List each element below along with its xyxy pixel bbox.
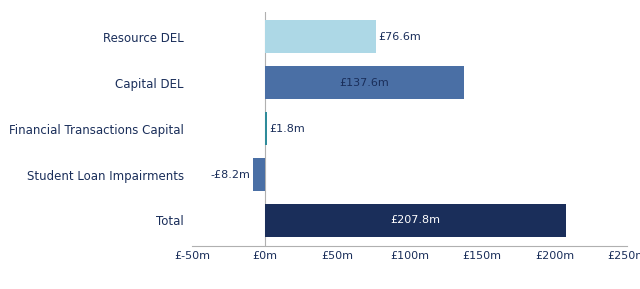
Bar	[253, 158, 264, 191]
Bar	[264, 204, 566, 237]
Bar	[264, 66, 464, 99]
Text: £207.8m: £207.8m	[390, 215, 440, 225]
Text: £76.6m: £76.6m	[378, 32, 420, 42]
Text: £137.6m: £137.6m	[339, 78, 389, 88]
Bar	[264, 20, 376, 53]
Text: £1.8m: £1.8m	[269, 124, 305, 134]
Bar	[264, 112, 267, 145]
Text: -£8.2m: -£8.2m	[211, 170, 250, 179]
